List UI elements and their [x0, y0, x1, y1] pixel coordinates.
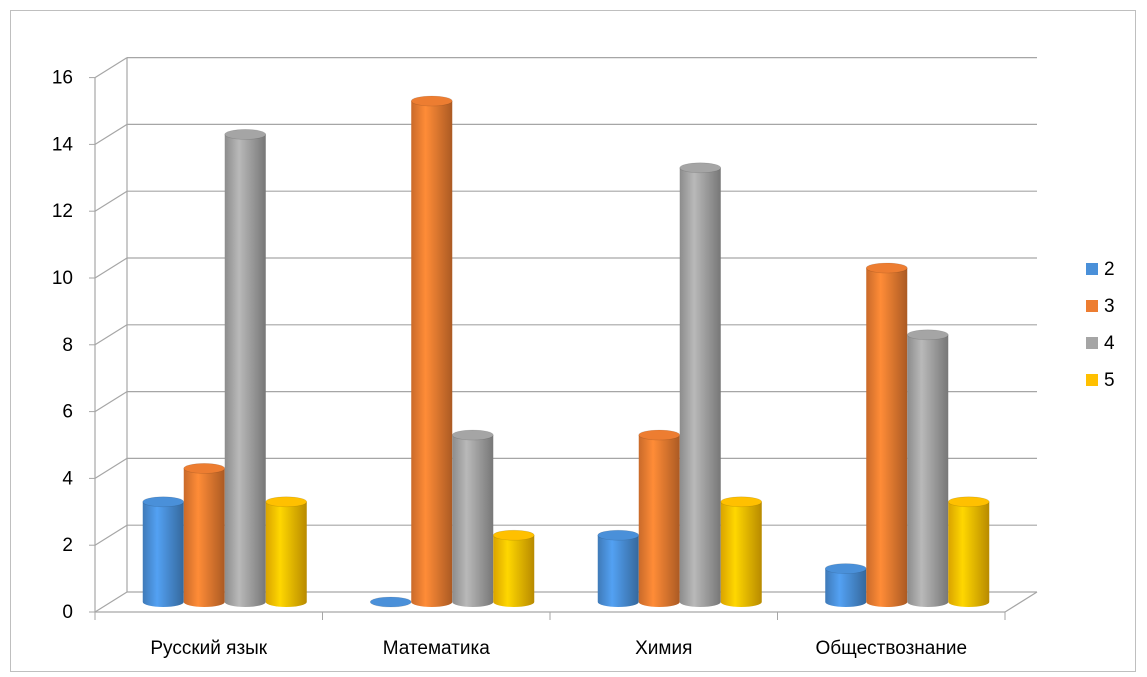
- bar: [597, 529, 640, 607]
- legend-swatch: [1086, 374, 1098, 386]
- bar: [369, 596, 412, 608]
- bar: [638, 429, 681, 607]
- gridline-side: [94, 123, 128, 145]
- legend-label: 5: [1104, 370, 1115, 391]
- legend-label: 2: [1104, 259, 1115, 280]
- y-axis-ticks: 0 2 4 6 8 10 12 14 16: [52, 68, 95, 623]
- bar-body: [866, 268, 908, 607]
- bar-body: [411, 101, 453, 607]
- bar: [720, 496, 763, 607]
- bar: [679, 162, 722, 608]
- bar-body: [224, 134, 266, 607]
- bar: [906, 329, 949, 607]
- bar-top: [183, 463, 226, 474]
- legend-label: 3: [1104, 296, 1115, 317]
- y-tick-label: 8: [62, 335, 73, 356]
- chart-frame: [10, 10, 1136, 672]
- y-tick-label: 16: [52, 68, 73, 89]
- bar-top: [720, 496, 763, 508]
- bar-top: [947, 496, 990, 508]
- bar-body: [265, 501, 307, 607]
- bar: [183, 463, 226, 607]
- bar-body: [183, 468, 225, 607]
- y-tick-label: 12: [52, 201, 73, 222]
- bar-top: [679, 162, 722, 174]
- x-category-label: Химия: [635, 638, 692, 659]
- gridline-side: [94, 391, 128, 413]
- bar-top: [906, 329, 949, 341]
- y-tick-label: 0: [62, 602, 73, 623]
- bar-body: [948, 501, 990, 607]
- y-tick-label: 6: [62, 402, 73, 423]
- bar-body: [825, 568, 867, 607]
- bar-top: [224, 129, 267, 140]
- x-category-label: Обществознание: [815, 638, 967, 659]
- bar: [265, 496, 308, 607]
- floor-right-edge: [1004, 591, 1038, 613]
- bar-body: [907, 334, 949, 607]
- legend-swatch: [1086, 300, 1098, 312]
- bar-top: [824, 563, 867, 574]
- bar: [451, 429, 494, 607]
- legend-label: 4: [1104, 333, 1115, 354]
- gridline-side: [94, 257, 128, 279]
- gridline-side: [94, 457, 128, 479]
- bar-body: [142, 501, 184, 607]
- bar-top: [492, 529, 535, 541]
- legend-swatch: [1086, 263, 1098, 275]
- legend: 2 3 4 5: [1086, 259, 1115, 391]
- bars: [142, 95, 990, 608]
- bar-top: [865, 262, 908, 274]
- legend-item: 4: [1086, 333, 1115, 354]
- bar-body: [679, 167, 721, 608]
- legend-swatch: [1086, 337, 1098, 349]
- legend-item: 5: [1086, 370, 1115, 391]
- bar-body: [720, 501, 762, 607]
- bar-top: [638, 429, 681, 441]
- bar: [824, 563, 867, 607]
- legend-item: 3: [1086, 296, 1115, 317]
- bar: [865, 262, 908, 607]
- bar-top: [410, 95, 453, 107]
- gridline-side: [94, 57, 128, 79]
- bar-body: [597, 535, 639, 607]
- y-tick-label: 4: [62, 468, 73, 489]
- y-tick-label: 2: [62, 535, 73, 556]
- bar-body: [493, 535, 535, 607]
- legend-item: 2: [1086, 259, 1115, 280]
- bar-top: [369, 596, 412, 608]
- x-axis-categories: Русский язык Математика Химия Обществознани…: [94, 612, 1006, 659]
- bar-body: [452, 435, 494, 607]
- x-category-label: Математика: [383, 638, 491, 659]
- bar-top: [142, 496, 185, 508]
- gridline-side: [94, 324, 128, 346]
- bar: [224, 129, 267, 607]
- gridline-side: [94, 190, 128, 212]
- bar-top: [265, 496, 308, 508]
- bar-top: [451, 429, 494, 441]
- y-tick-label: 10: [52, 268, 73, 289]
- bar: [947, 496, 990, 607]
- y-tick-label: 14: [52, 134, 74, 155]
- bar-body: [638, 435, 680, 607]
- bar: [492, 529, 535, 607]
- gridline-side: [94, 591, 128, 613]
- bar-top: [597, 529, 640, 541]
- bar: [142, 496, 185, 607]
- bar: [410, 95, 453, 607]
- gridline-side: [94, 524, 128, 546]
- x-category-label: Русский язык: [150, 638, 267, 659]
